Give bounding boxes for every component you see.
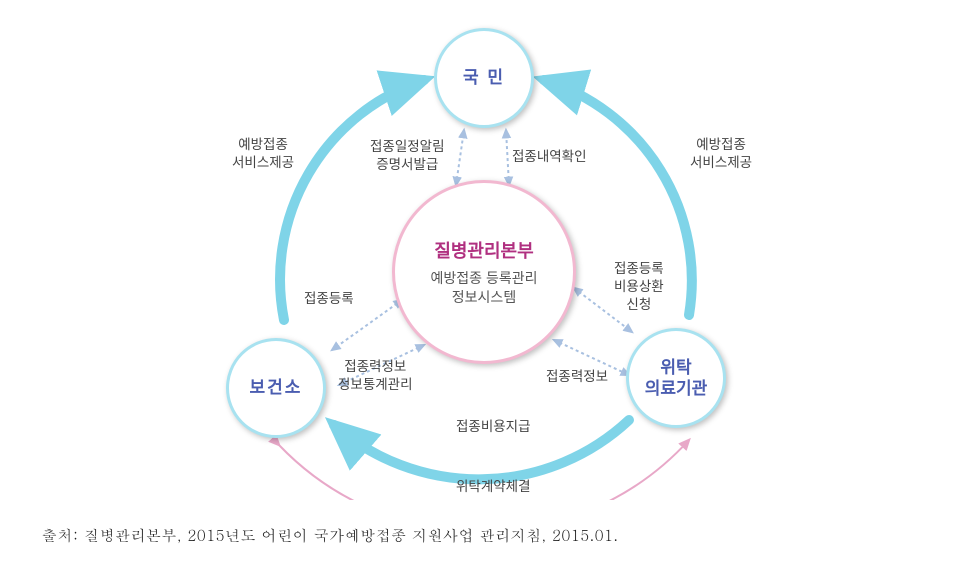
inner-label-left-upper: 접종등록	[304, 290, 354, 308]
arc-label-pink-bottom: 위탁계약체결	[456, 478, 531, 496]
center-subtitle: 예방접종 등록관리 정보시스템	[431, 269, 538, 307]
inner-label-right-lower: 접종력정보	[546, 368, 608, 386]
arc-label-top-right: 예방접종 서비스제공	[690, 136, 752, 172]
inner-label-top-left: 접종일정알림 증명서발급	[370, 138, 445, 174]
arc-label-top-left: 예방접종 서비스제공	[232, 136, 294, 172]
center-title: 질병관리본부	[434, 237, 533, 263]
node-witak: 위탁 의료기관	[626, 328, 726, 428]
node-gukmin: 국 민	[434, 28, 534, 128]
vaccination-system-diagram: 국 민 보건소 위탁 의료기관 질병관리본부 예방접종 등록관리 정보시스템 예…	[134, 0, 834, 500]
citation-text: 출처: 질병관리본부, 2015년도 어린이 국가예방접종 지원사업 관리지침,…	[42, 525, 618, 546]
node-label: 국 민	[463, 67, 505, 88]
node-label: 위탁	[660, 357, 691, 378]
node-center: 질병관리본부 예방접종 등록관리 정보시스템	[392, 180, 576, 364]
inner-label-left-lower: 접종력정보 정보통계관리	[338, 358, 413, 394]
node-bogeonso: 보건소	[226, 338, 326, 438]
node-label: 보건소	[250, 377, 303, 398]
inner-label-top-right: 접종내역확인	[512, 148, 587, 166]
inner-label-right-upper: 접종등록 비용상환 신청	[614, 260, 664, 315]
arc-label-bottom: 접종비용지급	[456, 418, 531, 436]
node-label: 의료기관	[645, 378, 708, 399]
